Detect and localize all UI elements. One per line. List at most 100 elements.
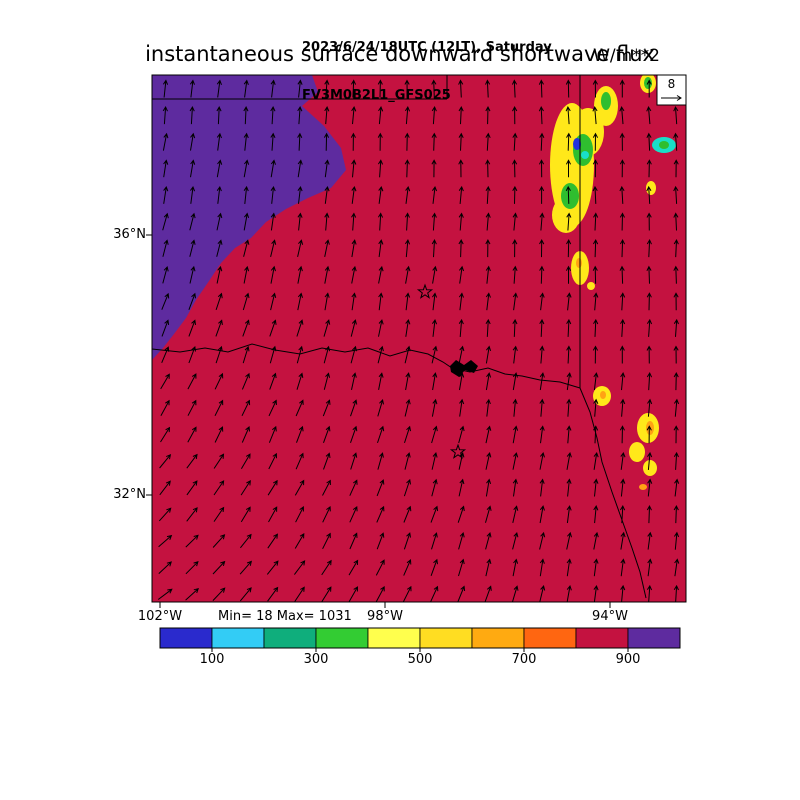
wind-arrow (674, 558, 680, 577)
wind-arrow (512, 372, 518, 391)
wind-arrow (375, 559, 385, 576)
wind-arrow (512, 505, 519, 524)
colorbar-tick-label-900: 900 (615, 652, 641, 667)
wind-arrow (485, 398, 491, 417)
wind-arrow (161, 292, 170, 310)
wind-arrow (539, 345, 545, 364)
wind-arrow (619, 132, 625, 151)
wind-arrow (349, 532, 358, 550)
wind-arrow (566, 318, 572, 337)
wind-arrow (189, 212, 196, 231)
wind-arrow (240, 506, 251, 523)
wind-arrow (188, 319, 196, 337)
wind-arrow (620, 558, 626, 577)
wind-arrow (404, 159, 410, 178)
wind-arrow (457, 585, 466, 602)
wind-arrow (431, 398, 438, 417)
wind-arrow (242, 319, 250, 337)
wind-arrow (270, 292, 277, 311)
lon-tick-label-102w: 102°W (137, 609, 183, 624)
wind-arrow (162, 132, 169, 151)
wind-arrow (243, 132, 249, 151)
wind-arrow (485, 292, 491, 311)
wind-arrow (268, 425, 277, 443)
wind-arrow (539, 212, 545, 231)
wind-arrow (459, 398, 465, 417)
wind-arrow (270, 132, 276, 151)
model-label: FV3M0B2L1_GFS025 (302, 88, 451, 103)
wind-arrow (485, 558, 492, 577)
wind-arrow (296, 319, 304, 337)
wind-arrow (512, 478, 518, 497)
wind-arrow (485, 452, 492, 470)
wind-arrow (294, 560, 306, 575)
wind-arrow (158, 561, 172, 574)
wind-arrow (190, 159, 196, 178)
wind-arrow (646, 505, 652, 524)
wind-arrow (566, 239, 572, 258)
wind-arrow (189, 239, 196, 257)
wind-arrow (297, 239, 304, 258)
colorbar (159, 627, 681, 652)
wind-arrow (243, 212, 250, 231)
wind-arrow (593, 425, 599, 444)
wind-arrow (593, 212, 599, 231)
wind-arrow (485, 478, 492, 497)
wind-arrow (512, 292, 518, 311)
wind-arrow (160, 426, 171, 443)
colorbar-segment (159, 627, 213, 649)
wind-arrow (269, 345, 277, 364)
wind-arrow (647, 451, 653, 470)
wind-arrow (267, 479, 278, 496)
cloud-flux-patch (576, 258, 582, 268)
wind-arrow (266, 560, 279, 575)
wind-arrow (378, 106, 384, 125)
wind-arrow (216, 212, 223, 231)
wind-arrow (458, 239, 464, 258)
wind-arrow (673, 372, 679, 391)
wind-arrow (673, 185, 679, 204)
wind-arrow (405, 372, 411, 391)
wind-arrow (403, 505, 412, 523)
cloud-flux-patch (587, 282, 595, 290)
wind-arrow (376, 479, 385, 497)
wind-arrow (216, 185, 222, 204)
wind-arrow (158, 507, 172, 522)
wind-arrow (405, 185, 411, 204)
wind-arrow (378, 265, 384, 284)
wind-arrow (212, 587, 226, 601)
wind-arrow (270, 106, 276, 125)
colorbar-segment (419, 627, 473, 649)
reference-vector-box (656, 74, 687, 106)
wind-arrow (458, 132, 464, 151)
wind-arrow (431, 532, 438, 550)
wind-arrow (215, 292, 223, 311)
wind-arrow (673, 132, 679, 151)
wind-arrow (457, 505, 465, 523)
wind-arrow (322, 399, 331, 417)
wind-arrow (647, 531, 653, 550)
wind-arrow (322, 532, 331, 550)
wind-arrow (566, 558, 572, 577)
wind-arrow (215, 345, 223, 364)
wind-arrow (323, 319, 331, 337)
wind-arrow (646, 159, 652, 178)
wind-arrow (404, 398, 411, 417)
cloud-flux-patch (581, 151, 589, 159)
wind-arrow (566, 478, 572, 497)
wind-arrow (377, 159, 384, 178)
wind-arrow (565, 185, 571, 204)
wind-arrow (188, 292, 196, 310)
wind-arrow (539, 452, 545, 470)
wind-arrow (212, 560, 226, 575)
wind-arrow (620, 478, 626, 497)
wind-arrow (375, 585, 385, 602)
cloud-flux-patch (600, 391, 606, 399)
wind-arrow (159, 453, 172, 469)
wind-arrow (566, 584, 572, 602)
wind-arrow (539, 558, 545, 577)
wind-arrow (297, 212, 303, 231)
wind-arrow (189, 185, 196, 204)
wind-arrow (242, 345, 250, 364)
colorbar-tick-label-100: 100 (199, 652, 225, 667)
